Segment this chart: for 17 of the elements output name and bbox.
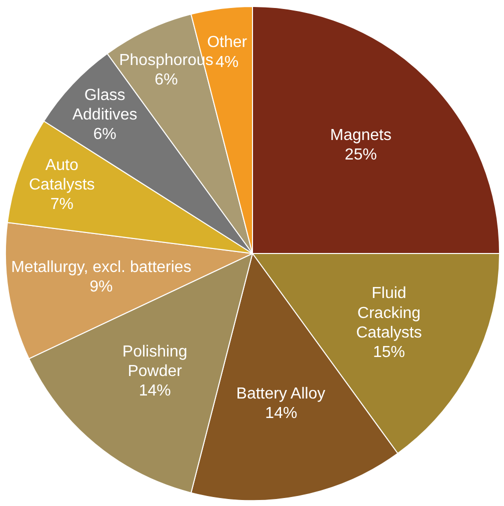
- slice-label: Other: [207, 34, 248, 52]
- slice-label: Polishing Powder: [122, 343, 188, 380]
- slice-label: Fluid Cracking Catalysts: [356, 285, 422, 342]
- slice-label: Glass Additives: [72, 86, 138, 124]
- data-label: 14%: [265, 405, 298, 422]
- data-label: 14%: [138, 382, 171, 400]
- data-label: 15%: [372, 344, 405, 361]
- data-label: 6%: [154, 71, 178, 88]
- data-label: 9%: [90, 278, 113, 296]
- slice-label: Battery Alloy: [236, 386, 326, 403]
- slice-label: Magnets: [330, 126, 392, 144]
- data-label: 25%: [344, 146, 377, 164]
- slice-label: Auto Catalysts: [28, 156, 95, 194]
- data-label: 7%: [50, 196, 74, 213]
- data-label: 4%: [216, 54, 239, 71]
- data-label: 6%: [93, 126, 116, 143]
- slice-label: Metallurgy, excl. batteries: [11, 259, 192, 276]
